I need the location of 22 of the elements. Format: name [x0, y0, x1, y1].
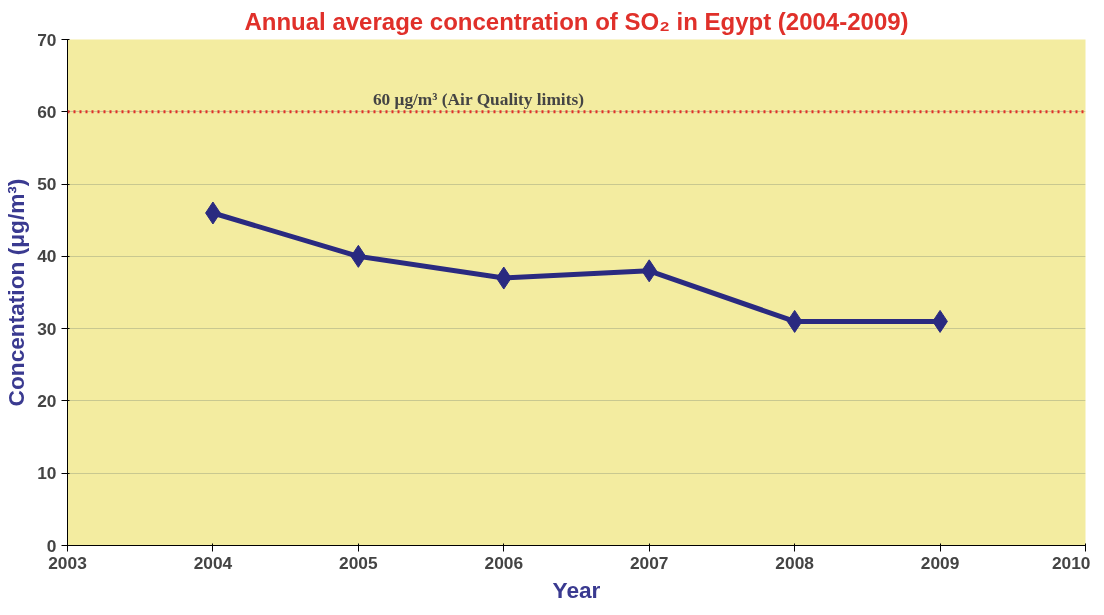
y-tick-label: 60	[37, 101, 57, 122]
x-tick-label: 2007	[629, 552, 669, 573]
y-tick-label: 70	[37, 29, 57, 50]
y-tick-label: 50	[37, 174, 57, 195]
x-tick-label: 2010	[1051, 552, 1091, 573]
x-tick-label: 2004	[193, 552, 233, 573]
point	[786, 309, 803, 333]
y-tick-label: 30	[37, 318, 57, 339]
x-tick-label: 2008	[775, 552, 815, 573]
y-tick-label: 10	[37, 463, 57, 484]
x-tick-label: 2005	[339, 552, 378, 573]
x-axis-title: Year	[552, 576, 601, 603]
y-tick-label: 20	[37, 390, 57, 411]
chart-title: Annual average concentration of SO₂ in Egypt (2004-2009)	[244, 7, 909, 35]
y-tick-label: 40	[37, 246, 57, 267]
x-tick-label: 2006	[484, 552, 524, 573]
ref-line-label: 60 μg/m³ (Air Quality limits)	[372, 89, 585, 109]
x-tick-label: 2009	[920, 552, 960, 573]
point	[495, 266, 512, 290]
y-axis-title: Concentation (μg/m³)	[3, 178, 30, 407]
point	[641, 259, 658, 283]
point	[350, 244, 367, 268]
